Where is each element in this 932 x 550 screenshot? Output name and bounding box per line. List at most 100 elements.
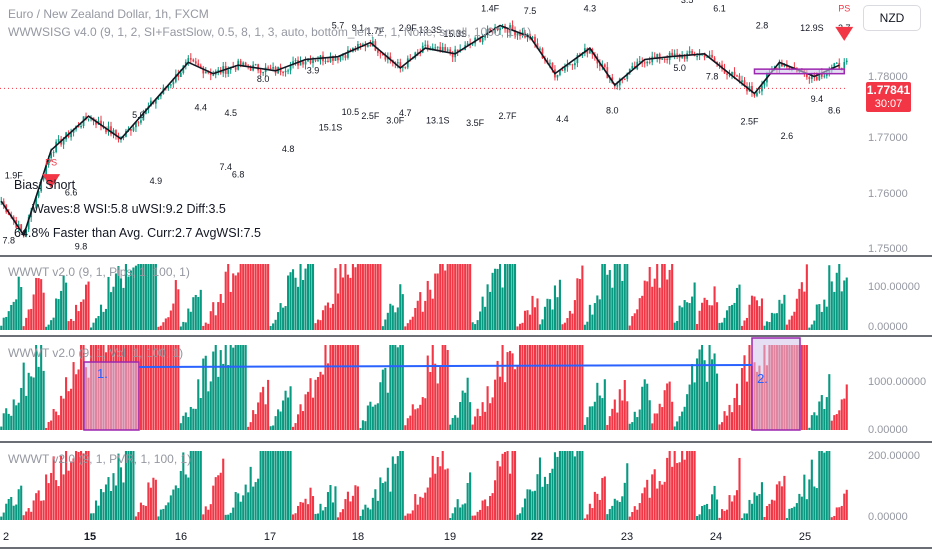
candle-body [743, 80, 746, 87]
candle-body [818, 73, 821, 80]
pips-bar [833, 291, 836, 330]
vol-pane-title: WWWT v2.0 (9, 1, Vol, 1, 100, 1) [8, 346, 184, 360]
candle-body [217, 69, 220, 72]
volume-bar [616, 412, 619, 430]
wave-label: 5.0 [132, 110, 145, 120]
volume-bar [279, 411, 282, 430]
pvr-bar [593, 491, 596, 520]
pips-bar [673, 322, 676, 330]
volume-bar [329, 345, 332, 430]
volume-bar [269, 426, 272, 430]
pvr-bar [578, 451, 581, 520]
candle-body [159, 94, 162, 97]
volume-bar [346, 345, 349, 430]
candle-body [189, 58, 192, 60]
pips-bar [391, 305, 394, 330]
candle-body [396, 62, 399, 64]
pvr-bar [835, 507, 838, 520]
candle-body [653, 56, 656, 58]
volume-bar [366, 405, 369, 430]
volume-bar [299, 404, 302, 430]
pvr-bar [132, 451, 135, 520]
pvr-bar [144, 505, 147, 520]
wave-label: 4.4 [195, 103, 208, 113]
wave-label: 8.0 [257, 74, 270, 84]
volume-bar [339, 345, 342, 430]
pips-bar [162, 322, 165, 330]
candle-body [823, 75, 826, 77]
pips-bar [62, 275, 65, 330]
pvr-bar [80, 451, 83, 520]
pvr-bar [583, 518, 586, 520]
pvr-bar [0, 516, 3, 520]
volume-bar [75, 374, 78, 430]
pips-bar [454, 264, 457, 330]
date-tick: 22 [531, 531, 543, 543]
volume-bar [581, 345, 584, 430]
date-tick: 16 [175, 531, 187, 543]
pips-bar [257, 264, 260, 330]
volume-bar [359, 428, 362, 430]
pvr-bar [289, 451, 292, 520]
pips-bar [446, 264, 449, 330]
pvr-bar [194, 451, 197, 520]
pips-bar [815, 304, 818, 330]
pips-bar [154, 264, 157, 330]
volume-bar [723, 411, 726, 430]
candle-body [17, 224, 20, 228]
pips-bar [389, 303, 392, 330]
pvr-bar [733, 495, 736, 520]
volume-bar [513, 369, 517, 430]
volume-bar [578, 345, 581, 430]
pips-bar [723, 317, 726, 330]
pips-bar [798, 288, 801, 330]
volume-bar [748, 345, 751, 430]
volume-bar [217, 376, 220, 430]
volume-bar [149, 345, 152, 430]
volume-bar [563, 345, 566, 430]
volume-bar [561, 345, 564, 430]
pvr-bar [122, 482, 125, 520]
volume-bar [568, 345, 571, 430]
pips-bar [611, 287, 614, 330]
candle-body [758, 91, 761, 93]
volume-bar [471, 424, 474, 430]
candle-body [756, 92, 758, 96]
candle-body [57, 139, 60, 142]
volume-bar [401, 345, 404, 430]
pvr-bar [139, 502, 142, 520]
pvr-bar [184, 474, 187, 520]
candle-body [135, 122, 137, 128]
wave-label: 3.9 [307, 66, 320, 76]
pvr-bar [763, 516, 766, 520]
candle-body [364, 44, 367, 47]
candle-body [583, 48, 586, 54]
pvr-bar [329, 485, 332, 520]
volume-bar [504, 382, 507, 430]
candle-body [307, 59, 309, 62]
wave-label: 9.1 [352, 23, 365, 33]
candle-body [184, 61, 187, 66]
pips-bar [199, 289, 202, 330]
pips-bar [750, 295, 754, 330]
volume-bar [5, 408, 8, 430]
volume-bar [431, 345, 434, 430]
pvr-bar [825, 451, 828, 520]
volume-bar [573, 345, 576, 430]
pips-bar [745, 317, 749, 330]
pvr-bar [658, 481, 661, 520]
pips-bar [119, 278, 123, 330]
volume-bar [464, 392, 467, 430]
pips-bar [20, 286, 23, 330]
pips-bar [573, 300, 576, 330]
volume-bar [47, 421, 50, 430]
pvr-bar [262, 451, 265, 520]
candle-countdown: 30:07 [874, 98, 903, 110]
currency-button[interactable]: NZD [863, 5, 921, 31]
volume-bar [711, 359, 714, 430]
pips-bar [479, 311, 482, 330]
volume-bar [553, 345, 556, 430]
volume-bar [648, 400, 651, 430]
pips-bar [134, 265, 137, 330]
